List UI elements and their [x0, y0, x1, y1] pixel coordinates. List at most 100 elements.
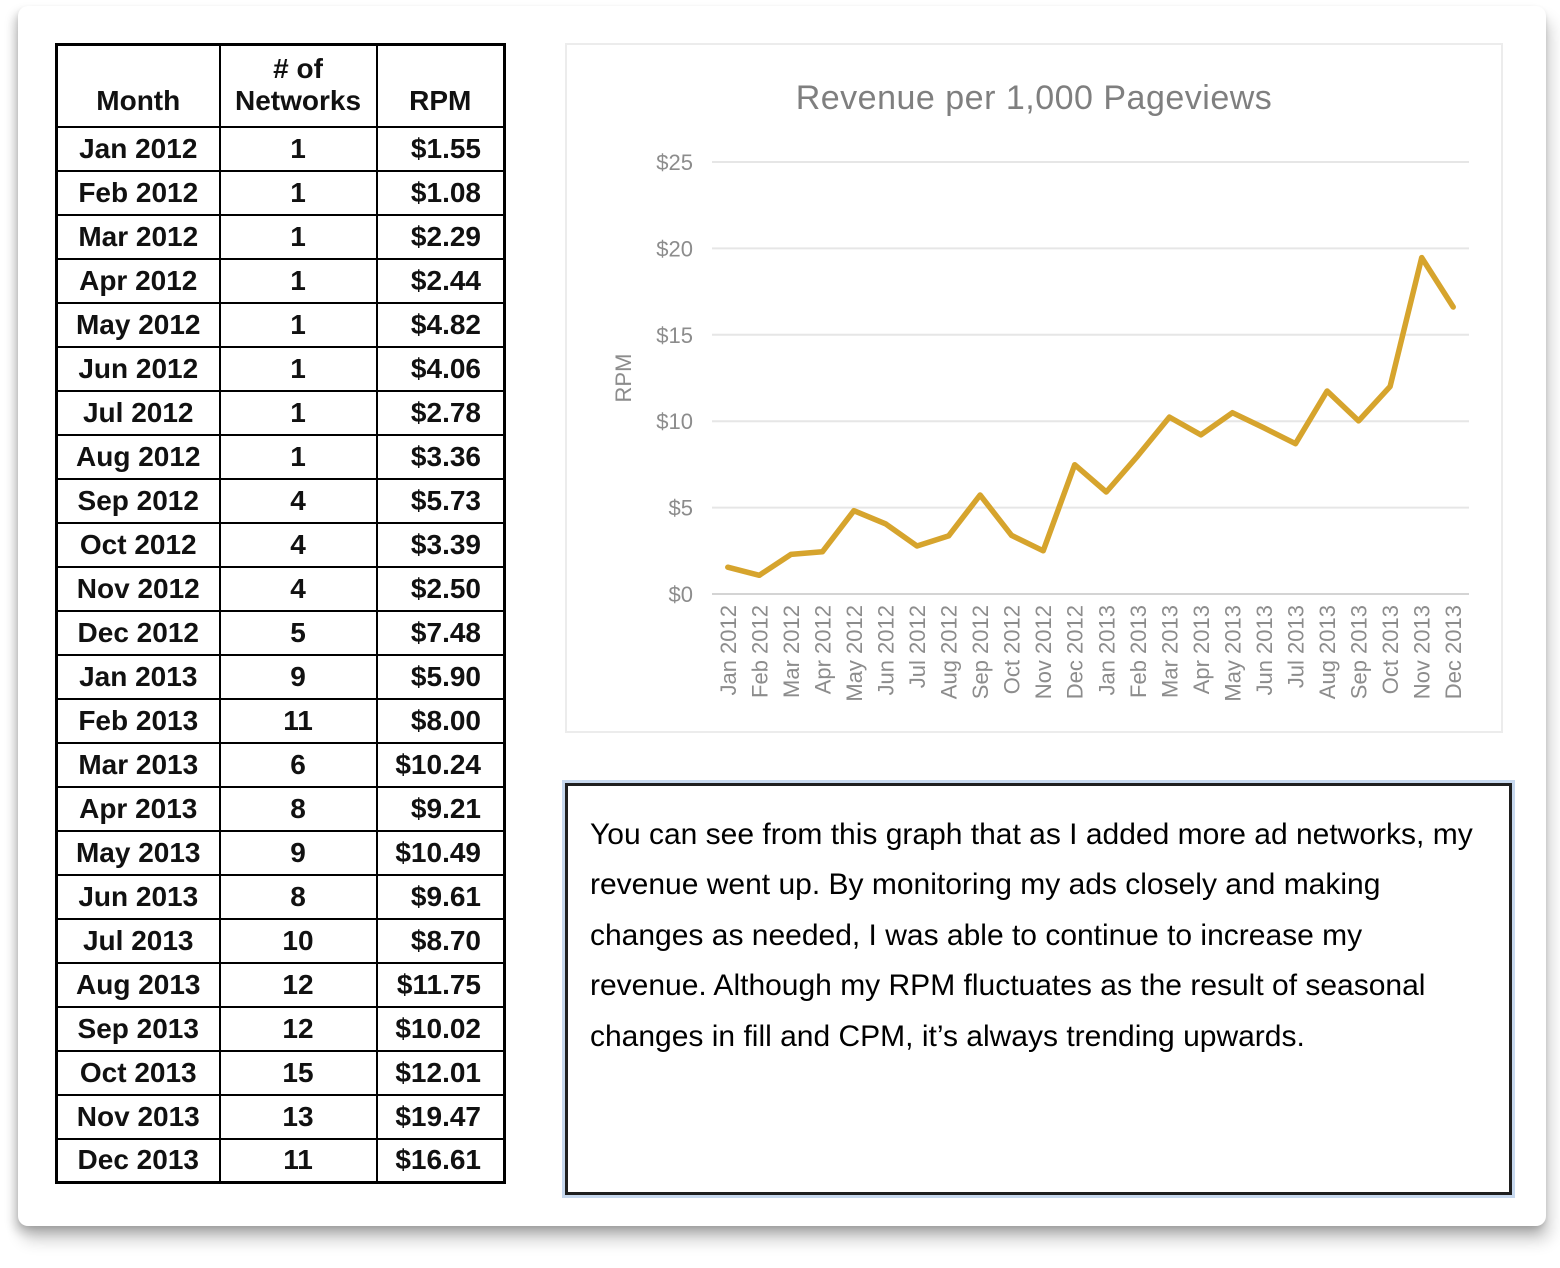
- networks-cell: 5: [218, 609, 378, 656]
- month-cell: Jun 2013: [55, 873, 221, 920]
- networks-cell: 1: [218, 301, 378, 348]
- networks-cell: 9: [218, 653, 378, 700]
- table-header-networks: # of Networks: [218, 43, 378, 128]
- table-row: Nov 2013 13 $19.47: [55, 1093, 506, 1140]
- table-row: Aug 2013 12 $11.75: [55, 961, 506, 1008]
- y-tick-label: $25: [656, 150, 693, 175]
- networks-cell: 1: [218, 169, 378, 216]
- month-cell: Nov 2013: [55, 1093, 221, 1140]
- rpm-cell: $2.50: [375, 565, 506, 612]
- table-row: Jan 2012 1 $1.55: [55, 125, 506, 172]
- networks-cell: 1: [218, 389, 378, 436]
- x-tick-label: Mar 2013: [1157, 605, 1182, 698]
- x-tick-label: Jan 2013: [1094, 605, 1119, 696]
- month-cell: Feb 2013: [55, 697, 221, 744]
- x-tick-label: Aug 2013: [1315, 605, 1340, 699]
- x-tick-label: Jun 2012: [873, 605, 898, 696]
- x-tick-label: Mar 2012: [779, 605, 804, 698]
- table-header-rpm: RPM: [375, 43, 506, 128]
- x-tick-label: Sep 2012: [968, 605, 993, 699]
- networks-cell: 1: [218, 257, 378, 304]
- table-row: May 2012 1 $4.82: [55, 301, 506, 348]
- rpm-cell: $3.39: [375, 521, 506, 568]
- note-box: You can see from this graph that as I ad…: [565, 783, 1512, 1195]
- table-row: Feb 2013 11 $8.00: [55, 697, 506, 744]
- rpm-cell: $9.61: [375, 873, 506, 920]
- table-row: Dec 2013 11 $16.61: [55, 1137, 506, 1184]
- networks-cell: 8: [218, 785, 378, 832]
- rpm-cell: $2.29: [375, 213, 506, 260]
- table-row: Oct 2012 4 $3.39: [55, 521, 506, 568]
- rpm-cell: $1.55: [375, 125, 506, 172]
- networks-cell: 8: [218, 873, 378, 920]
- networks-cell: 12: [218, 961, 378, 1008]
- month-cell: Sep 2013: [55, 1005, 221, 1052]
- rpm-cell: $10.02: [375, 1005, 506, 1052]
- x-tick-label: May 2013: [1220, 605, 1245, 702]
- note-text: You can see from this graph that as I ad…: [590, 818, 1473, 1053]
- rpm-cell: $8.70: [375, 917, 506, 964]
- networks-cell: 12: [218, 1005, 378, 1052]
- page: Month # of Networks RPM Jan 2012 1 $1.55 Fe…: [18, 6, 1546, 1226]
- rpm-cell: $10.49: [375, 829, 506, 876]
- networks-cell: 10: [218, 917, 378, 964]
- month-cell: Apr 2012: [55, 257, 221, 304]
- rpm-cell: $2.44: [375, 257, 506, 304]
- table-row: Jul 2012 1 $2.78: [55, 389, 506, 436]
- table-row: Apr 2013 8 $9.21: [55, 785, 506, 832]
- networks-cell: 11: [218, 1137, 378, 1184]
- rpm-cell: $3.36: [375, 433, 506, 480]
- y-tick-label: $10: [656, 409, 693, 434]
- table-row: Mar 2012 1 $2.29: [55, 213, 506, 260]
- table-row: Oct 2013 15 $12.01: [55, 1049, 506, 1096]
- month-cell: Jan 2013: [55, 653, 221, 700]
- x-tick-label: Nov 2013: [1410, 605, 1435, 699]
- month-cell: May 2012: [55, 301, 221, 348]
- table-header-row: Month # of Networks RPM: [55, 43, 506, 128]
- table-row: Jun 2013 8 $9.61: [55, 873, 506, 920]
- networks-cell: 15: [218, 1049, 378, 1096]
- x-tick-label: Apr 2013: [1189, 605, 1214, 694]
- networks-cell: 1: [218, 213, 378, 260]
- table-row: Mar 2013 6 $10.24: [55, 741, 506, 788]
- y-tick-label: $15: [656, 323, 693, 348]
- x-tick-label: Jan 2012: [716, 605, 741, 696]
- rpm-series-line: [725, 254, 1456, 579]
- table-row: Apr 2012 1 $2.44: [55, 257, 506, 304]
- networks-cell: 1: [218, 345, 378, 392]
- networks-cell: 13: [218, 1093, 378, 1140]
- month-cell: Nov 2012: [55, 565, 221, 612]
- rpm-cell: $10.24: [375, 741, 506, 788]
- month-cell: Feb 2012: [55, 169, 221, 216]
- x-tick-label: Feb 2012: [747, 605, 772, 698]
- table-row: Jan 2013 9 $5.90: [55, 653, 506, 700]
- y-tick-label: $20: [656, 236, 693, 261]
- x-tick-label: Sep 2013: [1347, 605, 1372, 699]
- x-tick-label: Oct 2012: [1000, 605, 1025, 694]
- rpm-cell: $1.08: [375, 169, 506, 216]
- x-tick-label: Nov 2012: [1031, 605, 1056, 699]
- networks-cell: 11: [218, 697, 378, 744]
- networks-cell: 6: [218, 741, 378, 788]
- chart-panel: Revenue per 1,000 Pageviews $0 $5 $10 $15 $2…: [565, 43, 1503, 733]
- rpm-cell: $19.47: [375, 1093, 506, 1140]
- month-cell: Sep 2012: [55, 477, 221, 524]
- x-tick-label: Dec 2013: [1441, 605, 1466, 699]
- month-cell: Mar 2013: [55, 741, 221, 788]
- chart-title: Revenue per 1,000 Pageviews: [795, 79, 1273, 117]
- rpm-cell: $8.00: [375, 697, 506, 744]
- month-cell: Oct 2013: [55, 1049, 221, 1096]
- rpm-cell: $12.01: [375, 1049, 506, 1096]
- table-row: Sep 2013 12 $10.02: [55, 1005, 506, 1052]
- month-cell: Jan 2012: [55, 125, 221, 172]
- networks-cell: 4: [218, 521, 378, 568]
- x-tick-label: Dec 2012: [1063, 605, 1088, 699]
- x-tick-label: May 2012: [842, 605, 867, 702]
- rpm-cell: $5.73: [375, 477, 506, 524]
- table-row: Sep 2012 4 $5.73: [55, 477, 506, 524]
- table-row: May 2013 9 $10.49: [55, 829, 506, 876]
- month-cell: Jun 2012: [55, 345, 221, 392]
- month-cell: Mar 2012: [55, 213, 221, 260]
- month-cell: Dec 2013: [55, 1137, 221, 1184]
